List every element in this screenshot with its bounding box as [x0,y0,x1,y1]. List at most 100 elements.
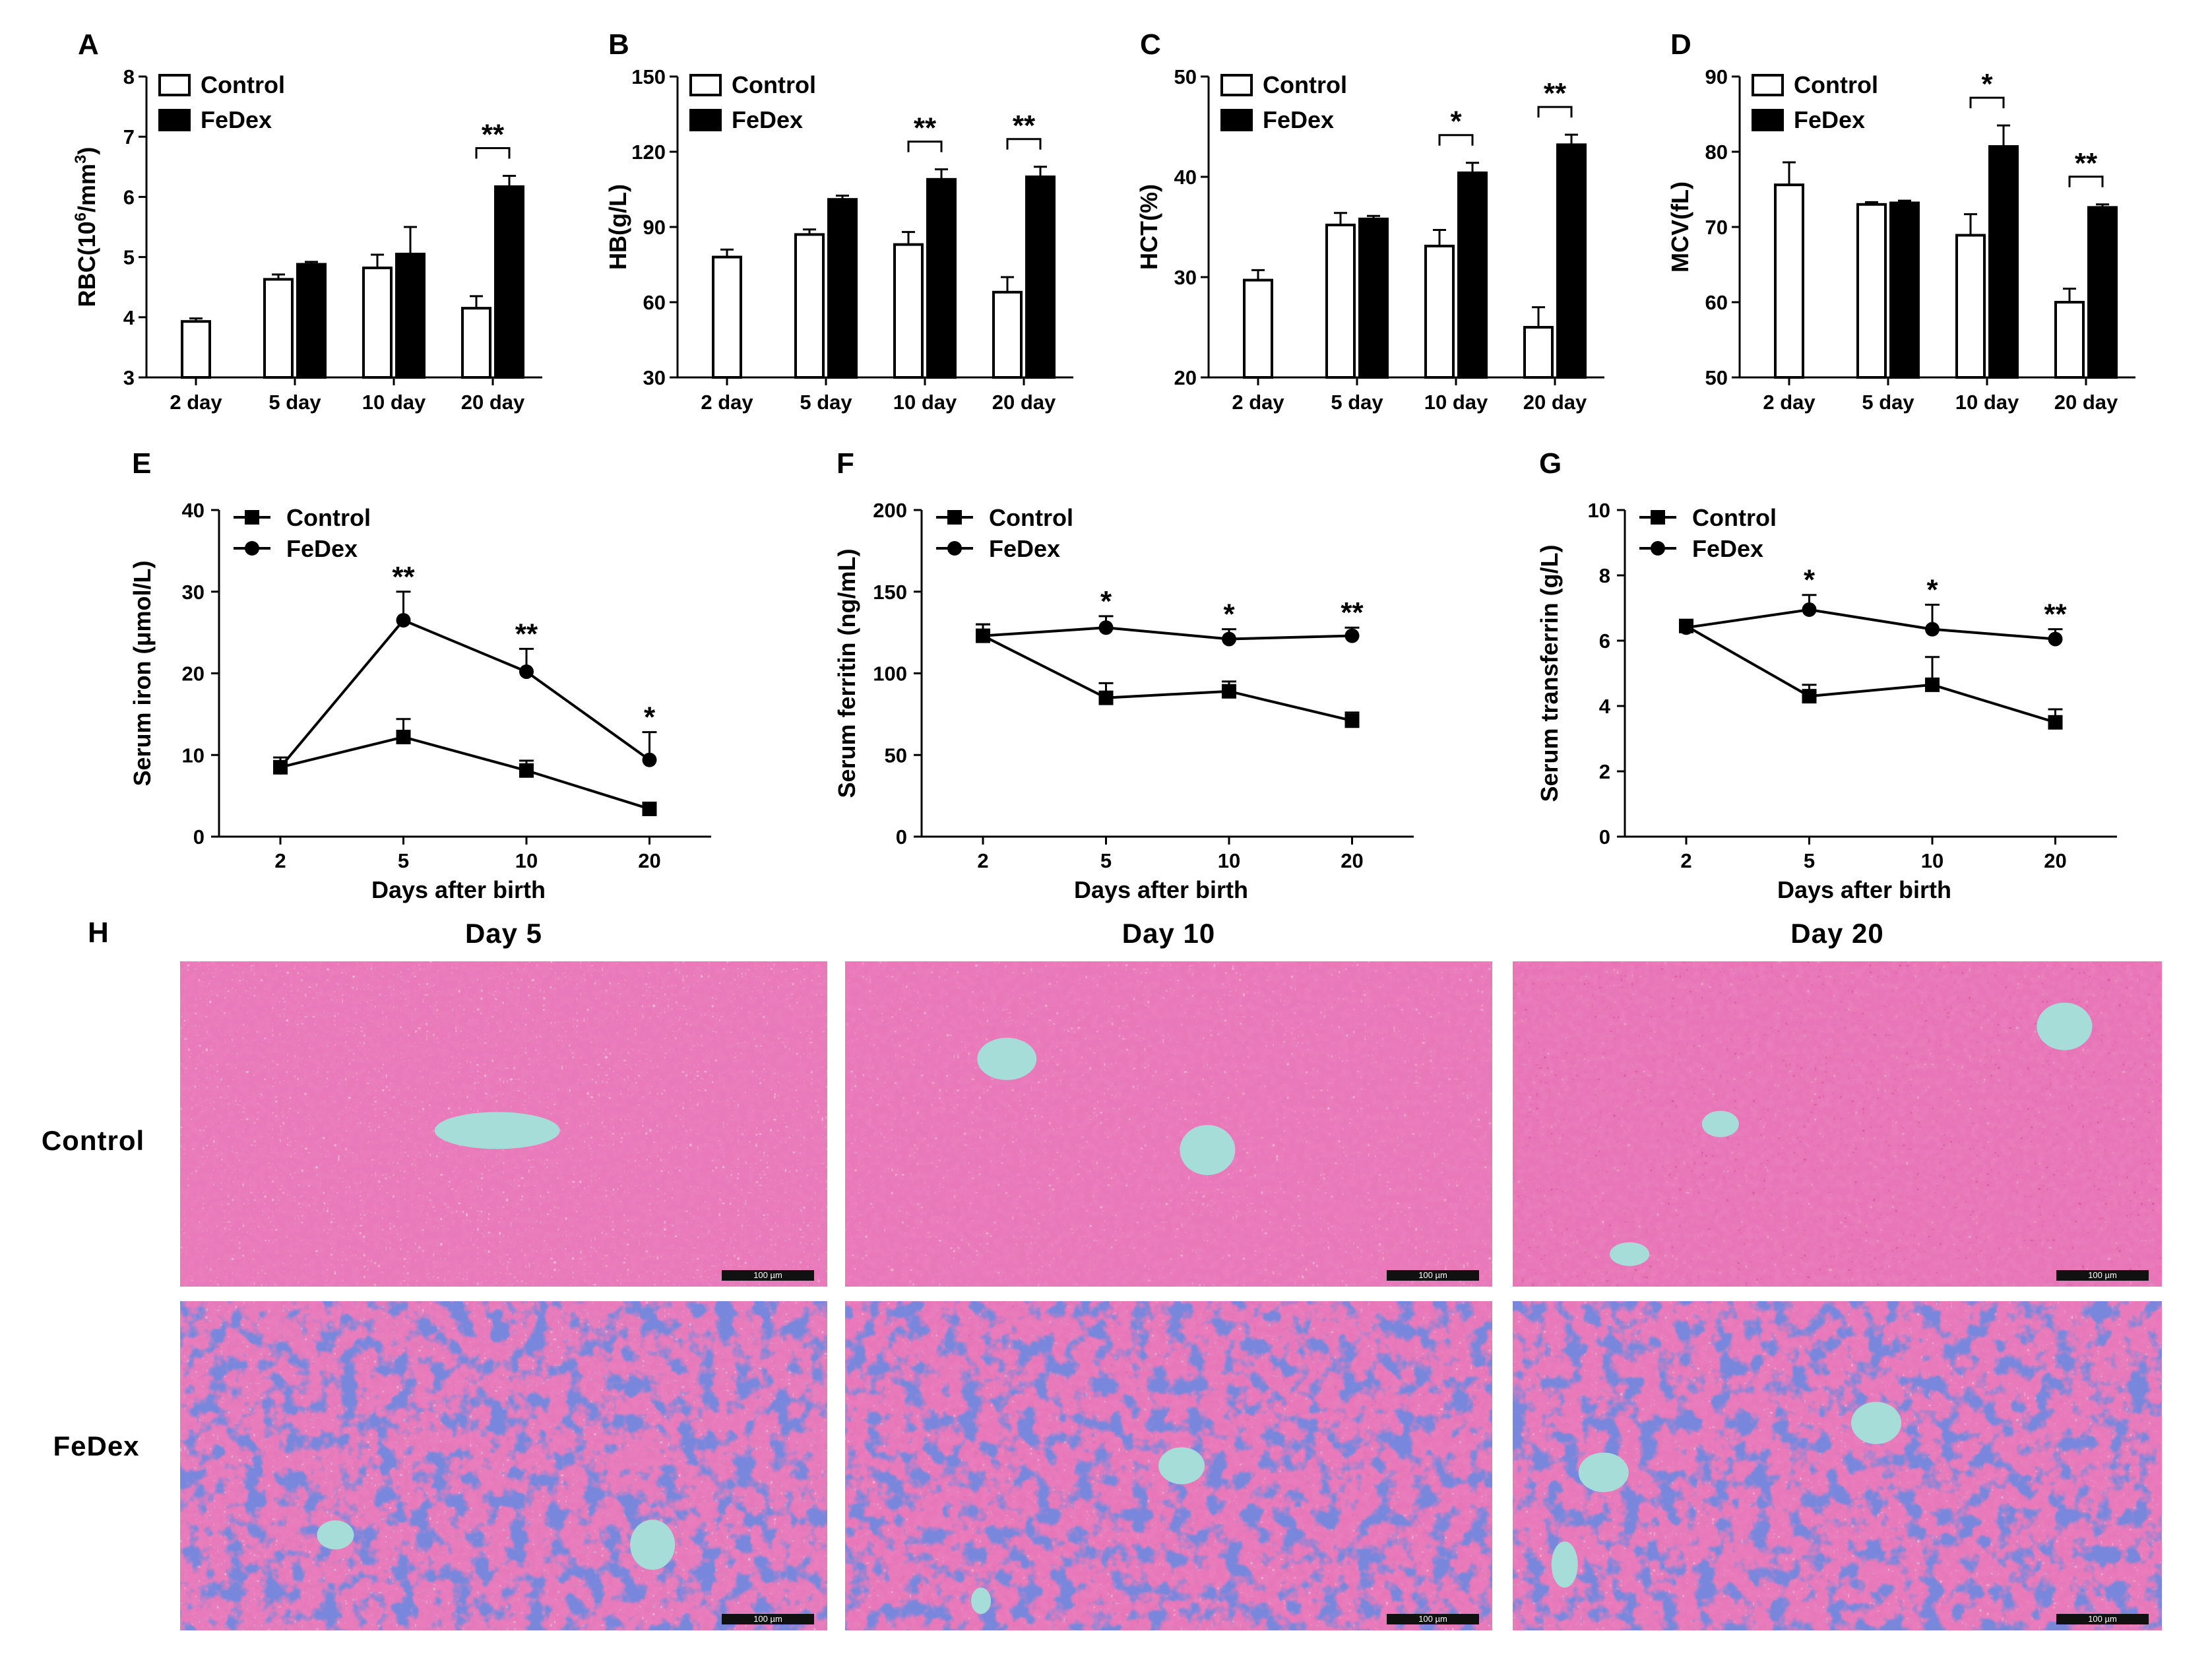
column-title: Day 20 [1790,918,1883,949]
vessel-lumen [630,1520,676,1570]
bar-fedex [926,177,957,379]
y-axis-label: RBC(106/mm3) [72,147,100,307]
scale-bar [1387,1614,1479,1624]
point-control [519,763,534,778]
y-tick-label: 150 [631,65,666,88]
bar-chart-B: B 30 60 90 120 150 HB(g/L) 2 day 5 day 10 day 20 d… [604,28,1073,414]
x-tick-label: 5 day [1331,391,1383,414]
bar-fedex [1358,217,1389,379]
panel-letter-E: E [132,447,151,480]
histology-image-control-day-5: 100 µm [180,961,827,1287]
legend-marker-fedex [1651,541,1665,556]
significance-bracket [2068,176,2104,187]
legend-marker-control [947,510,962,525]
vessel-lumen [1701,1110,1739,1138]
legend-marker-fedex [245,541,259,556]
y-axis-label: HB(g/L) [604,184,631,270]
significance-star: * [1450,106,1462,138]
significance-star: * [644,701,656,734]
iron-staining [180,1301,827,1630]
point-control [1344,713,1360,728]
legend-label: FeDex [201,106,272,133]
legend-swatch-control [158,74,191,96]
y-tick-label: 50 [1174,65,1197,88]
point-fedex [1679,620,1693,635]
bar-control [1523,326,1554,379]
legend-label: Control [732,71,816,98]
y-tick-label: 8 [123,65,135,88]
scale-bar-label: 100 µm [1418,1614,1447,1624]
significance-bracket [1969,96,2005,109]
tissue-nuclei [845,961,1492,1287]
significance-bracket [1006,138,1042,150]
legend-swatch-control [1220,74,1253,96]
y-tick-label: 90 [1705,65,1728,88]
x-tick-label: 10 day [362,391,426,414]
bar-control [1856,203,1887,379]
series-line-control [1686,624,2056,724]
y-tick-label: 5 [123,246,135,269]
x-tick-label: 20 day [2054,391,2118,414]
x-axis-label: Days after birth [371,876,546,903]
bar-fedex [1556,143,1587,379]
histology-image-fedex-day-5: 100 µm [180,1301,827,1630]
x-tick-label: 20 day [992,391,1056,414]
x-tick-label: 5 [1804,849,1815,872]
y-axis-label: HCT(%) [1135,184,1162,270]
panel-letter-G: G [1539,447,1562,480]
point-fedex [519,664,534,680]
x-tick-label: 5 [398,849,409,872]
scale-bar-label: 100 µm [2088,1270,2117,1280]
significance-star: ** [2075,147,2098,179]
line-chart-F: F 0 50 100 150 200 2 5 10 20 Days after birth Serum… [833,447,1414,903]
series-line-control [982,634,1352,722]
scale-bar [722,1614,814,1624]
y-tick-label: 150 [873,581,907,604]
bar-control [1243,278,1273,379]
significance-star: * [1223,598,1235,631]
scale-bar-label: 100 µm [2088,1614,2117,1624]
y-tick-label: 120 [631,141,666,164]
x-tick-label: 5 day [800,391,852,414]
y-tick-label: 200 [873,499,907,522]
x-tick-label: 10 [515,849,538,872]
bar-fedex [1025,176,1056,379]
scale-bar [2056,1614,2149,1624]
bar-control [461,307,491,379]
point-fedex [1098,620,1114,635]
x-tick-label: 20 [1341,849,1363,872]
y-tick-label: 60 [643,291,666,314]
significance-star: * [1804,564,1816,596]
point-control [396,730,411,745]
x-tick-label: 2 day [1763,391,1816,414]
histology-image-fedex-day-10: 100 µm [845,1301,1492,1630]
panel-letter-C: C [1140,28,1161,61]
bar-fedex [494,185,524,379]
y-tick-label: 4 [1599,695,1611,718]
significance-star: * [1926,574,1938,606]
x-tick-label: 2 day [701,391,753,414]
x-tick-label: 20 [638,849,660,872]
line-chart-G: G 0 2 4 6 8 10 2 5 10 20 Days after birth Serum tran… [1536,447,2117,903]
legend-label: Control [1263,71,1347,98]
vessel-lumen [2037,1002,2093,1050]
column-title: Day 5 [465,918,542,949]
point-fedex [1925,622,1940,637]
y-tick-label: 70 [1705,216,1728,239]
y-tick-label: 7 [123,125,135,148]
legend-marker-control [245,510,259,525]
vessel-lumen [977,1037,1037,1080]
bar-control [1325,223,1356,379]
bar-fedex [827,198,858,379]
x-axis-label: Days after birth [1074,876,1248,903]
x-tick-label: 10 [1921,849,1943,872]
point-fedex [2048,631,2063,647]
legend-swatch-control [1752,74,1784,96]
legend-label: FeDex [732,106,803,133]
scale-bar [722,1270,814,1281]
y-tick-label: 40 [182,499,205,522]
scale-bar [1387,1270,1479,1281]
histology-image-fedex-day-20: 100 µm [1513,1301,2162,1630]
legend-label: FeDex [1794,106,1865,133]
